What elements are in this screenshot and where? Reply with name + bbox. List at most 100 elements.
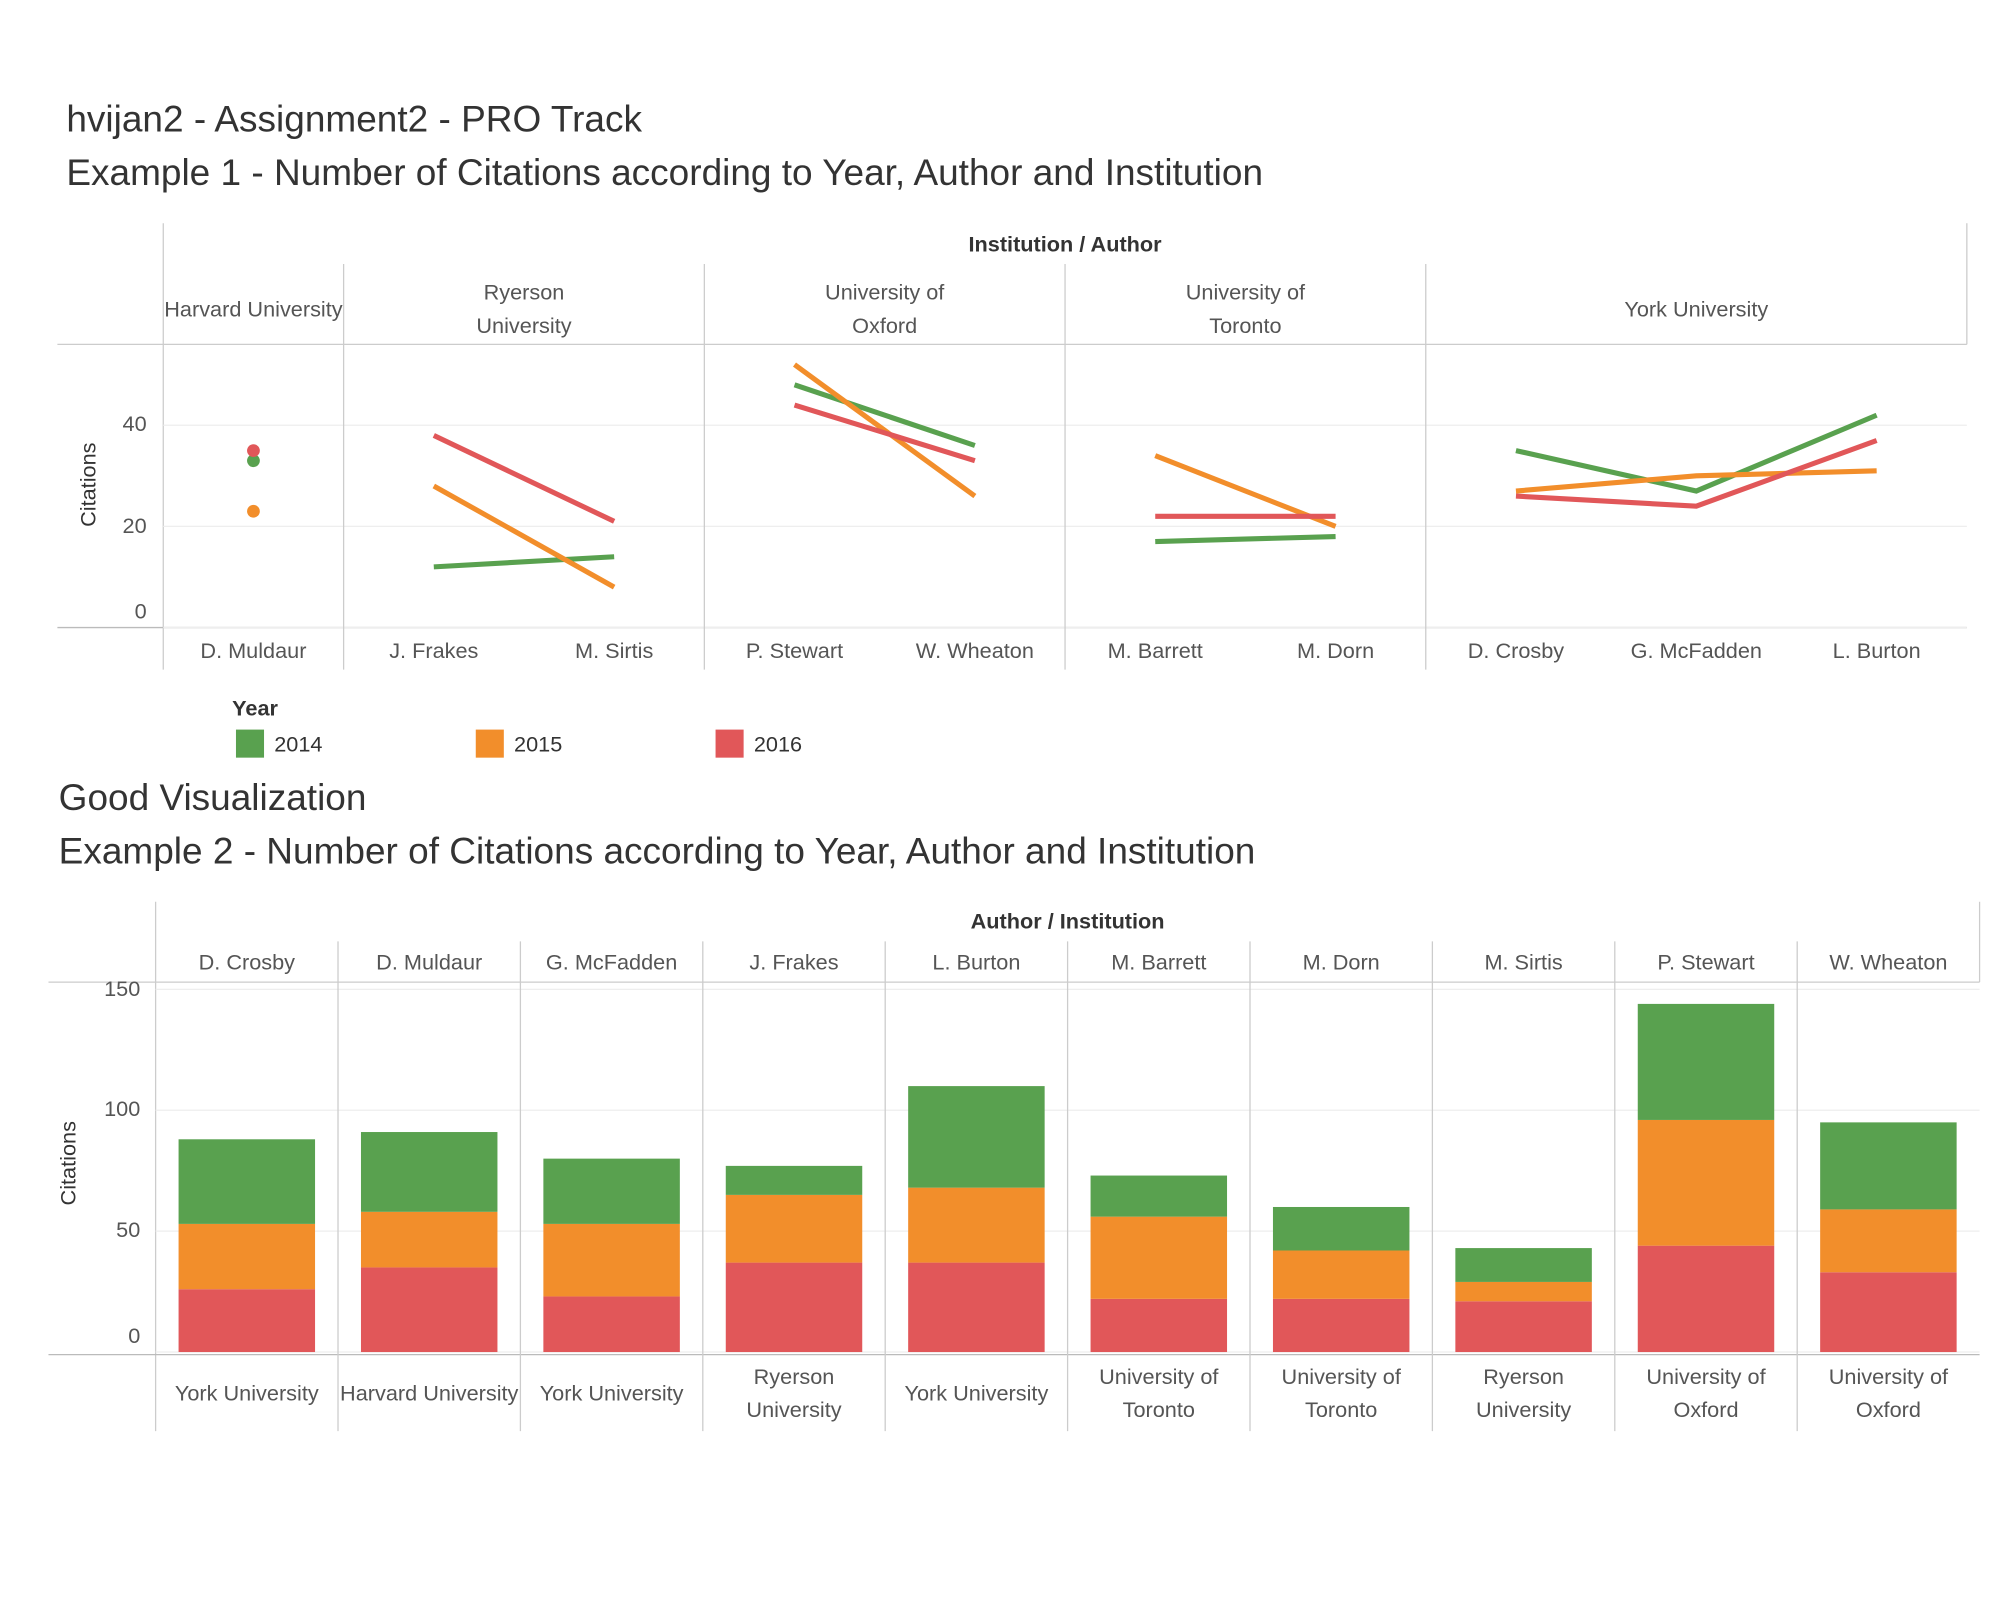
legend-swatch <box>235 729 265 758</box>
y-tick-label: 40 <box>122 412 147 437</box>
x-tick-label: M. Dorn <box>1297 639 1375 664</box>
y-tick-label: 100 <box>104 1097 141 1122</box>
x-tick-label: M. Sirtis <box>575 639 654 664</box>
x-tick-label: P. Stewart <box>745 639 844 664</box>
bar-segment <box>543 1296 680 1353</box>
y-tick-label: 150 <box>104 976 141 1001</box>
column-label: G. McFadden <box>545 950 678 975</box>
y-axis-label: Citations <box>76 442 101 527</box>
group-label: York University <box>1624 297 1769 322</box>
legend-title: Year <box>232 696 278 721</box>
bar-segment <box>360 1267 498 1353</box>
bar-segment <box>725 1165 863 1195</box>
column-label: P. Stewart <box>1657 950 1755 975</box>
bar-segment <box>360 1132 498 1212</box>
x-tick-label: M. Barrett <box>1107 639 1203 664</box>
bar-segment <box>1090 1216 1228 1299</box>
x-tick-label: York University <box>904 1381 1049 1406</box>
data-line <box>1515 412 1878 494</box>
legend-swatch <box>475 729 504 758</box>
data-point <box>247 454 260 468</box>
facet-header: Author / Institution <box>970 909 1165 934</box>
x-tick-label: University of Oxford <box>1828 1364 1949 1423</box>
y-tick-label: 20 <box>122 513 147 538</box>
x-tick-label: D. Crosby <box>1467 639 1565 664</box>
data-line <box>1515 468 1877 494</box>
column-label: M. Barrett <box>1111 950 1207 975</box>
x-tick-label: Ryerson University <box>746 1364 842 1423</box>
bar-segment <box>908 1086 1045 1188</box>
bar-segment <box>1820 1272 1957 1353</box>
legend-label: 2014 <box>274 732 323 757</box>
bar-segment <box>908 1262 1045 1353</box>
x-tick-label: D. Muldaur <box>200 639 307 664</box>
bar-segment <box>1637 1245 1775 1353</box>
x-tick-label: Ryerson University <box>1476 1364 1572 1423</box>
bar-segment <box>1455 1301 1592 1353</box>
bar-segment <box>178 1139 316 1224</box>
bar-segment <box>1090 1298 1228 1353</box>
x-tick-label: York University <box>539 1381 684 1406</box>
data-line <box>1515 438 1878 509</box>
bar-segment <box>360 1211 498 1268</box>
chart-title: hvijan2 - Assignment2 - PRO Track <box>66 99 642 141</box>
legend-label: 2016 <box>753 732 803 757</box>
bar-segment <box>543 1158 680 1224</box>
chart-subtitle: Example 1 - Number of Citations accordin… <box>66 153 1264 194</box>
bar-segment <box>908 1187 1045 1263</box>
legend-swatch <box>715 729 744 758</box>
column-label: D. Muldaur <box>376 950 483 975</box>
bar-segment <box>725 1262 863 1353</box>
legend-label: 2015 <box>514 732 563 757</box>
y-tick-label: 0 <box>128 1323 141 1349</box>
data-line <box>432 483 616 590</box>
group-label: Ryerson University <box>476 280 572 339</box>
chart-subtitle: Example 2 - Number of Citations accordin… <box>58 831 1256 873</box>
bar-segment <box>1090 1175 1228 1217</box>
column-label: M. Sirtis <box>1484 950 1563 975</box>
data-point <box>247 444 260 457</box>
x-tick-label: J. Frakes <box>389 639 479 664</box>
bar-segment <box>1455 1281 1592 1302</box>
group-label: University of Oxford <box>825 280 945 339</box>
column-label: W. Wheaton <box>1829 950 1948 975</box>
bar-segment <box>1820 1209 1957 1273</box>
group-label: University of Toronto <box>1185 280 1306 339</box>
bar-segment <box>178 1289 316 1353</box>
bar-segment <box>1272 1206 1410 1251</box>
group-label: Harvard University <box>164 297 343 322</box>
bar-segment <box>725 1194 863 1263</box>
x-tick-label: G. McFadden <box>1630 639 1762 664</box>
x-tick-label: York University <box>174 1381 319 1406</box>
column-label: D. Crosby <box>198 950 296 975</box>
x-tick-label: University of Toronto <box>1281 1364 1401 1423</box>
x-tick-label: University of Oxford <box>1646 1364 1766 1423</box>
chart-title: Good Visualization <box>58 778 367 819</box>
y-tick-label: 0 <box>134 599 147 624</box>
x-tick-label: W. Wheaton <box>915 639 1034 664</box>
column-label: L. Burton <box>932 950 1021 975</box>
x-tick-label: University of Toronto <box>1099 1364 1219 1423</box>
bar-segment <box>1820 1122 1957 1210</box>
bar-segment <box>1637 1119 1775 1246</box>
data-line <box>1155 533 1336 545</box>
bar-segment <box>543 1223 680 1297</box>
bar-segment <box>1637 1003 1775 1120</box>
facet-header: Institution / Author <box>968 232 1162 257</box>
bar-segment <box>1272 1250 1410 1299</box>
bar-segment <box>1272 1298 1410 1353</box>
column-label: J. Frakes <box>749 950 839 975</box>
x-tick-label: Harvard University <box>340 1381 519 1406</box>
data-line <box>433 554 615 570</box>
bar-segment <box>1455 1248 1592 1282</box>
x-tick-label: L. Burton <box>1832 639 1921 664</box>
bar-segment <box>178 1223 316 1290</box>
data-line <box>793 402 976 464</box>
data-point <box>247 504 260 518</box>
column-label: M. Dorn <box>1302 950 1380 975</box>
data-line <box>793 382 976 448</box>
y-tick-label: 50 <box>116 1218 141 1243</box>
y-axis-label: Citations <box>56 1121 81 1206</box>
